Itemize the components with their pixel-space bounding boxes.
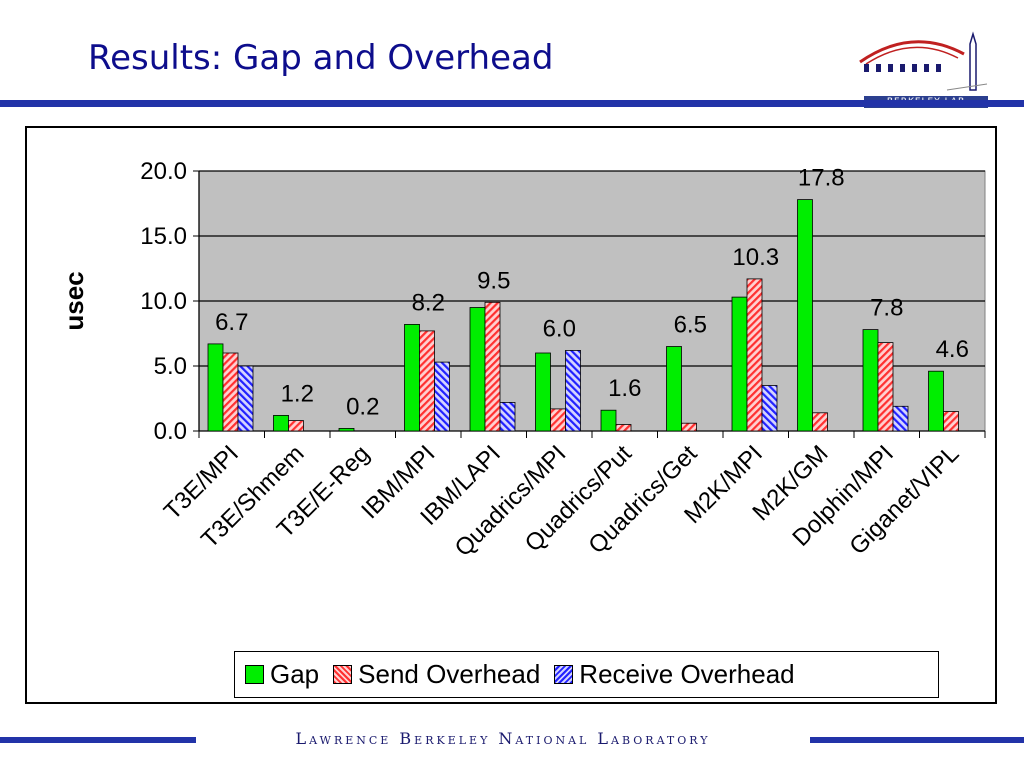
data-label: 1.6 — [608, 375, 641, 402]
bar-gap — [600, 409, 617, 432]
bar-gap — [666, 346, 682, 432]
data-label: 4.6 — [936, 336, 969, 363]
bar-gap — [338, 427, 355, 432]
legend-label-send: Send Overhead — [358, 659, 541, 689]
bar-receive-overhead — [434, 361, 450, 432]
bar-send-overhead — [812, 412, 828, 432]
bar-gap — [731, 296, 748, 432]
legend-swatch-send — [333, 665, 353, 684]
berkeley-lab-logo-icon — [859, 31, 988, 91]
bar-receive-overhead — [761, 385, 778, 432]
footer-rule-left — [0, 737, 196, 743]
header-rule — [0, 100, 1024, 107]
bar-send-overhead — [222, 352, 239, 432]
data-label: 8.2 — [412, 289, 445, 316]
bar-receive-overhead — [237, 365, 254, 432]
data-label: 17.8 — [798, 165, 845, 192]
bar-gap — [469, 307, 486, 432]
y-tick-label: 20.0 — [140, 158, 187, 185]
slide-title: Results: Gap and Overhead — [88, 38, 554, 78]
data-label: 1.2 — [281, 380, 314, 407]
bar-receive-overhead — [892, 405, 909, 432]
bar-send-overhead — [943, 411, 959, 432]
bar-send-overhead — [615, 424, 632, 432]
y-tick-label: 5.0 — [154, 353, 187, 380]
data-label: 0.2 — [346, 393, 379, 420]
legend-label-receive: Receive Overhead — [579, 659, 795, 689]
y-axis-label: usec — [59, 271, 89, 330]
data-label: 6.5 — [674, 312, 707, 339]
bar-gap — [862, 329, 879, 432]
data-label: 6.0 — [543, 315, 576, 342]
data-label: 6.7 — [215, 309, 248, 336]
bar-send-overhead — [484, 301, 501, 432]
bar-send-overhead — [681, 422, 697, 432]
bar-gap — [928, 370, 944, 432]
bar-send-overhead — [877, 342, 894, 432]
legend-item-gap: Gap — [245, 659, 319, 690]
y-tick-label: 10.0 — [140, 288, 187, 315]
legend-item-receive: Receive Overhead — [554, 659, 795, 690]
chart-legend: Gap Send Overhead Receive Overhead — [234, 651, 939, 698]
data-label: 7.8 — [870, 295, 903, 322]
legend-item-send: Send Overhead — [333, 659, 540, 690]
legend-label-gap: Gap — [270, 659, 320, 689]
bar-send-overhead — [746, 278, 763, 432]
footer-text: Lawrence Berkeley National Laboratory — [295, 729, 711, 748]
legend-swatch-receive — [554, 665, 574, 684]
bar-gap — [797, 199, 813, 432]
bar-send-overhead — [288, 420, 304, 432]
bar-receive-overhead — [499, 401, 516, 432]
bar-send-overhead — [550, 408, 566, 432]
bar-gap — [404, 323, 420, 432]
y-tick-label: 0.0 — [154, 418, 187, 445]
bar-gap — [535, 352, 551, 432]
bar-gap — [273, 414, 289, 432]
bar-gap — [207, 343, 224, 432]
bar-receive-overhead — [565, 349, 581, 432]
footer-rule-right — [810, 737, 1024, 743]
y-tick-label: 15.0 — [140, 223, 187, 250]
data-label: 9.5 — [477, 267, 510, 294]
legend-swatch-gap — [245, 665, 264, 684]
bar-send-overhead — [419, 330, 435, 432]
data-label: 10.3 — [732, 244, 779, 271]
